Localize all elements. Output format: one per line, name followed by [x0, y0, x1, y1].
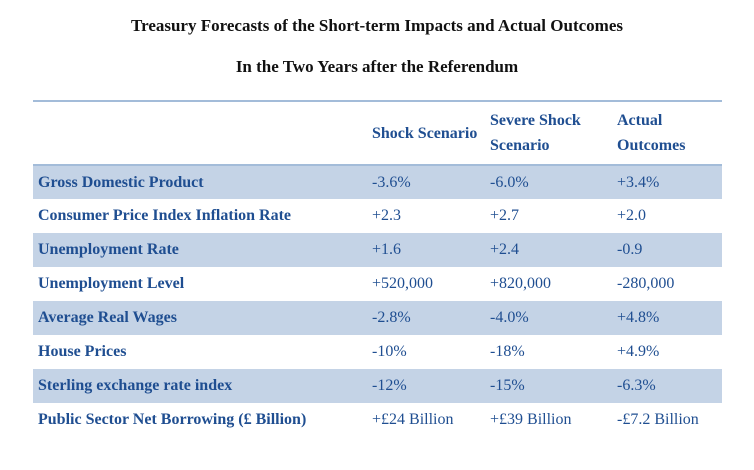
table-header-row: Shock Scenario Severe Shock Scenario Act…: [33, 101, 722, 166]
cell-actual: +2.0: [617, 207, 647, 224]
cell-severe: -4.0%: [490, 309, 529, 326]
cell-actual: -0.9: [617, 241, 643, 258]
cell-severe: +820,000: [490, 275, 552, 292]
page-title-line2: In the Two Years after the Referendum: [235, 57, 519, 76]
row-label: Sterling exchange rate index: [38, 377, 233, 394]
table-row-gdp: Gross Domestic Product -3.6% -6.0% +3.4%: [33, 165, 722, 199]
row-label: Gross Domestic Product: [38, 173, 204, 191]
table-row-unemployment-rate: Unemployment Rate +1.6 +2.4 -0.9: [33, 233, 722, 267]
table-row-house-prices: House Prices -10% -18% +4.9%: [33, 335, 722, 369]
cell-severe: -18%: [490, 343, 525, 360]
row-label: Public Sector Net Borrowing (£ Billion): [38, 411, 307, 428]
page-title-line1: Treasury Forecasts of the Short-term Imp…: [131, 16, 623, 35]
cell-shock: -3.6%: [372, 173, 411, 191]
cell-actual: +4.9%: [617, 343, 660, 360]
cell-severe: -15%: [490, 377, 525, 394]
row-label: Unemployment Level: [38, 275, 185, 292]
header-cell-severe-shock-scenario: Severe Shock Scenario: [490, 101, 617, 166]
cell-shock: +1.6: [372, 241, 402, 258]
cell-shock: -2.8%: [372, 309, 411, 326]
cell-actual: +3.4%: [617, 173, 660, 191]
cell-severe: -6.0%: [490, 173, 529, 191]
cell-actual: -6.3%: [617, 377, 656, 394]
cell-shock: -12%: [372, 377, 407, 394]
table-row-unemployment-level: Unemployment Level +520,000 +820,000 -28…: [33, 267, 722, 301]
row-label: Average Real Wages: [38, 309, 177, 326]
cell-actual: +4.8%: [617, 309, 660, 326]
cell-shock: +2.3: [372, 207, 402, 224]
cell-actual: -280,000: [617, 275, 675, 292]
cell-severe: +£39 Billion: [490, 411, 572, 428]
header-cell-actual-outcomes: Actual Outcomes: [617, 101, 722, 166]
table-row-sterling-exchange-rate: Sterling exchange rate index -12% -15% -…: [33, 369, 722, 403]
cell-severe: +2.4: [490, 241, 520, 258]
header-cell-shock-scenario: Shock Scenario: [372, 101, 490, 166]
treasury-forecast-table: Shock Scenario Severe Shock Scenario Act…: [33, 100, 722, 437]
cell-shock: +520,000: [372, 275, 434, 292]
cell-severe: +2.7: [490, 207, 520, 224]
row-label: Consumer Price Index Inflation Rate: [38, 207, 292, 224]
table-row-cpi: Consumer Price Index Inflation Rate +2.3…: [33, 199, 722, 233]
row-label: Unemployment Rate: [38, 241, 179, 258]
cell-shock: -10%: [372, 343, 407, 360]
row-label: House Prices: [38, 343, 127, 360]
cell-shock: +£24 Billion: [372, 411, 454, 428]
header-cell-blank: [33, 101, 372, 166]
table-row-average-real-wages: Average Real Wages -2.8% -4.0% +4.8%: [33, 301, 722, 335]
table-row-public-sector-net-borrowing: Public Sector Net Borrowing (£ Billion) …: [33, 403, 722, 437]
cell-actual: -£7.2 Billion: [617, 411, 699, 428]
